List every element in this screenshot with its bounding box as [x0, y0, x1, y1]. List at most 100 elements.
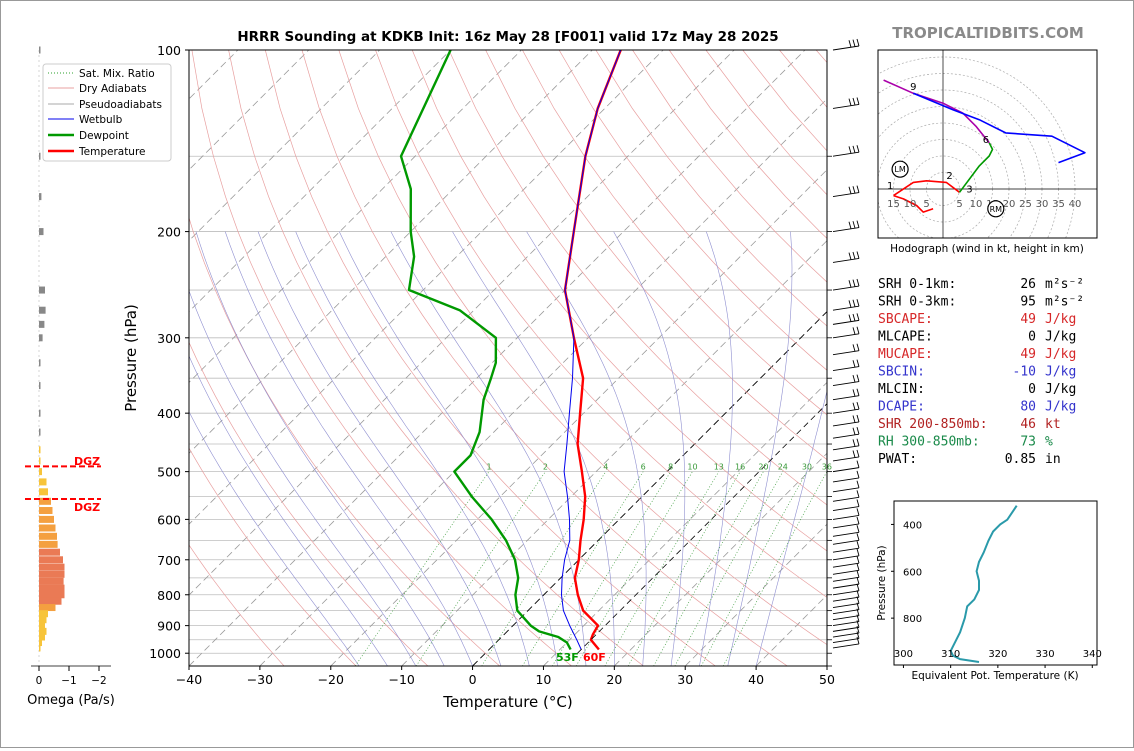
dry-adiabat-line [189, 216, 500, 666]
omega-bar [39, 457, 41, 465]
omega-bar [39, 548, 60, 556]
wind-barb-flag [856, 583, 860, 591]
omega-x-tick-label: −2 [91, 675, 106, 687]
wind-barb [832, 480, 860, 493]
omega-bar [39, 563, 65, 571]
pseudoadiabat-line [295, 231, 530, 666]
isotherm-line [330, 169, 827, 666]
wind-barb-shaft [832, 547, 860, 553]
wind-barb-flag [856, 525, 860, 533]
omega-bar [39, 228, 44, 236]
wind-barb-flag [856, 449, 860, 458]
hodograph-segment [893, 180, 960, 197]
wind-barb [832, 608, 860, 621]
theta-e-xlabel: Equivalent Pot. Temperature (K) [911, 670, 1078, 682]
dry-adiabat-line [191, 50, 572, 666]
index-value: 0.85 [1005, 452, 1036, 467]
omega-bar [39, 597, 62, 605]
surface-temp-label: 60F [583, 651, 606, 664]
x-tick-label: −20 [318, 672, 344, 687]
wind-barb-flag [856, 548, 860, 556]
wind-barb-flag [856, 614, 860, 622]
index-unit: J/kg [1045, 330, 1076, 345]
theta-e-x-tick-label: 330 [1036, 649, 1055, 660]
omega-bar [39, 446, 41, 454]
hodograph-height-label: 3 [966, 184, 972, 195]
dry-adiabat-line [264, 50, 716, 666]
wind-barb-flag [856, 470, 860, 479]
wind-barb-flag [852, 389, 856, 397]
wind-barb [832, 508, 860, 520]
mixing-ratio-label: 13 [714, 463, 724, 472]
legend-pseudoadiabats: Pseudoadiabats [79, 99, 162, 111]
omega-bar [39, 639, 42, 647]
wind-barb [832, 313, 860, 325]
omega-bar [39, 556, 63, 564]
skewt-profile-lines [399, 50, 827, 654]
wind-barb-flag [856, 460, 860, 468]
wind-barb [832, 414, 860, 427]
wind-barb-flag [856, 602, 860, 610]
wind-barb-flag [852, 360, 856, 368]
wind-barb-shaft [832, 621, 860, 627]
hodograph-segment [883, 79, 990, 144]
theta-e-x-tick-label: 340 [1083, 649, 1102, 660]
wind-barb-shaft [832, 523, 860, 529]
wind-barb-flag [856, 388, 860, 396]
wind-barb-flag [856, 608, 860, 616]
omega-bar [39, 286, 45, 294]
pseudoadiabat-line [339, 231, 558, 666]
wind-barb-flag [856, 499, 860, 507]
wind-barb [832, 631, 860, 643]
hodograph-ring-label: 5 [923, 199, 929, 210]
hodograph-frame [877, 49, 1098, 239]
wind-barb [832, 499, 860, 511]
hodograph-panel: 1510551015202530354012369LMRM [878, 50, 1097, 238]
isotherm-line [826, 665, 827, 666]
index-value: 80 [1020, 400, 1036, 415]
wind-barb-shaft [832, 626, 860, 632]
hodograph-ring-label: 25 [1019, 199, 1032, 210]
omega-x-tick-label: −1 [61, 675, 76, 687]
pseudoadiabat-line [195, 231, 445, 666]
wind-barb-flag [852, 279, 856, 287]
wind-barb [832, 185, 860, 198]
wind-barb-flag [848, 221, 852, 229]
brand-logo-text: TROPICALTIDBITS.COM [892, 24, 1084, 42]
index-label: SHR 200-850mb: [878, 417, 988, 432]
theta-e-y-tick-label: 400 [903, 520, 922, 531]
wind-barb-shaft [832, 305, 860, 311]
wind-barb-flag [852, 39, 856, 47]
wind-barb-flag [856, 625, 860, 634]
wind-barb-flag [852, 251, 856, 260]
wind-barb-shaft [832, 366, 860, 372]
mixing-ratio-line [722, 471, 827, 666]
wind-barb-flag [848, 40, 852, 48]
x-tick-label: −30 [247, 672, 273, 687]
dry-adiabat-line [189, 544, 285, 666]
hodograph-ring-label: 10 [970, 199, 983, 210]
wind-barb-flag [848, 186, 852, 194]
rm-marker-label: RM [990, 205, 1003, 214]
wind-barb-shaft [832, 381, 860, 387]
wind-barb-flag [856, 541, 860, 549]
dry-adiabat-line [411, 50, 827, 552]
pseudoadiabat-line [613, 231, 686, 666]
wind-barb-flag [852, 313, 856, 322]
wind-barb-flag [848, 252, 852, 260]
wind-barb-shaft [832, 506, 860, 511]
wind-barb [832, 636, 860, 649]
wind-barb-flag [852, 450, 856, 458]
index-label: MLCAPE: [878, 330, 933, 345]
skewt-ylabel: Pressure (hPa) [122, 304, 140, 412]
mixing-ratio-label: 2 [543, 463, 548, 472]
hodograph-ring-label: 30 [1036, 199, 1049, 210]
x-tick-label: 10 [535, 672, 551, 687]
theta-e-y-tick-label: 800 [903, 614, 922, 625]
wind-barb-flag [852, 439, 856, 447]
wind-barb [832, 556, 860, 568]
hodograph-ring-label: 15 [887, 199, 900, 210]
wind-barb [832, 516, 860, 529]
wind-barb-shaft [832, 421, 860, 427]
wind-barb-flag [856, 185, 860, 193]
